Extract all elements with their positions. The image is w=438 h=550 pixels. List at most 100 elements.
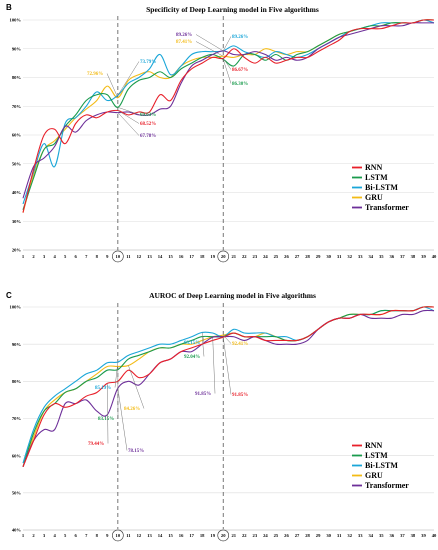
x-tick-label: 5 xyxy=(64,254,67,259)
annotation-label: 87.41% xyxy=(176,40,192,45)
series-line-rnn xyxy=(22,19,435,213)
y-tick-label: 30% xyxy=(12,219,22,224)
x-tick-label: 16 xyxy=(179,254,184,259)
legend-label: RNN xyxy=(365,163,383,172)
x-tick-label: 22 xyxy=(242,533,247,538)
x-tick-label: 25 xyxy=(274,533,279,538)
x-tick-label: 29 xyxy=(316,254,321,259)
x-tick-label: 36 xyxy=(390,533,395,538)
y-tick-label: 50% xyxy=(12,161,22,166)
x-tick-label: 31 xyxy=(337,533,342,538)
x-tick-highlight-circle xyxy=(217,529,230,542)
x-tick-label: 39 xyxy=(421,254,426,259)
legend-label: Bi-LSTM xyxy=(365,461,398,470)
y-tick-label: 90% xyxy=(12,342,22,347)
x-tick-label: 31 xyxy=(337,254,342,259)
x-tick-label: 24 xyxy=(263,533,268,538)
x-tick-label: 40 xyxy=(432,533,437,538)
x-tick-label: 13 xyxy=(147,533,152,538)
annotation-label: 93.15% xyxy=(184,341,200,346)
x-tick-label: 21 xyxy=(231,254,236,259)
annotation-label: 89.26% xyxy=(176,33,192,38)
chart-title: Specificity of Deep Learning model in Fi… xyxy=(146,5,319,14)
y-tick-label: 70% xyxy=(12,416,22,421)
annotation-leader xyxy=(117,112,140,136)
x-tick-label: 37 xyxy=(400,254,405,259)
x-tick-label: 13 xyxy=(147,254,152,259)
x-tick-label: 21 xyxy=(231,533,236,538)
x-tick-label: 33 xyxy=(358,254,363,259)
x-tick-label: 5 xyxy=(64,533,67,538)
x-tick-label: 30 xyxy=(326,254,331,259)
x-tick-label: 22 xyxy=(242,254,247,259)
x-tick-label: 40 xyxy=(432,254,437,259)
x-tick-label: 11 xyxy=(126,533,131,538)
x-tick-label: 10 xyxy=(116,254,121,259)
y-tick-label: 100% xyxy=(10,305,22,310)
annotation-leader xyxy=(201,332,205,343)
annotation-label: 72.96% xyxy=(87,72,103,77)
x-tick-label: 14 xyxy=(158,533,163,538)
x-tick-label: 34 xyxy=(368,533,373,538)
annotation-label: 91.85% xyxy=(195,392,211,397)
x-tick-label: 37 xyxy=(400,533,405,538)
panel-letter: C xyxy=(6,291,12,300)
x-tick-label: 15 xyxy=(168,533,173,538)
x-tick-label: 1 xyxy=(22,533,25,538)
x-tick-label: 20 xyxy=(221,254,226,259)
annotation-leader xyxy=(106,73,119,98)
annotation-leader xyxy=(128,365,145,409)
x-tick-label: 18 xyxy=(200,533,205,538)
chart-title: AUROC of Deep Learning model in Five alg… xyxy=(149,291,316,300)
annotation-leader xyxy=(114,362,119,388)
annotation-leader xyxy=(107,383,109,444)
x-tick-label: 1 xyxy=(22,254,25,259)
annotation-leader xyxy=(212,337,216,394)
legend-label: RNN xyxy=(365,441,383,450)
x-tick-label: 6 xyxy=(75,533,78,538)
y-tick-label: 40% xyxy=(12,528,22,533)
annotation-leader xyxy=(117,388,128,451)
x-tick-label: 25 xyxy=(274,254,279,259)
y-tick-label: 20% xyxy=(12,248,22,253)
x-tick-label: 8 xyxy=(96,533,99,538)
x-tick-highlight-circle xyxy=(112,529,124,542)
series-line-transformer xyxy=(22,309,435,468)
x-tick-label: 15 xyxy=(168,254,173,259)
annotation-label: 92.04% xyxy=(184,355,200,360)
x-tick-label: 8 xyxy=(96,254,99,259)
x-tick-label: 35 xyxy=(379,254,384,259)
annotation-leader xyxy=(223,335,232,344)
y-tick-label: 60% xyxy=(12,453,22,458)
x-tick-label: 34 xyxy=(368,254,373,259)
annotation-leader xyxy=(223,36,232,51)
y-tick-label: 40% xyxy=(12,190,22,195)
series-line-bi-lstm xyxy=(22,306,435,464)
x-tick-label: 39 xyxy=(421,533,426,538)
x-tick-label: 9 xyxy=(106,254,109,259)
y-tick-label: 80% xyxy=(12,379,22,384)
x-tick-label: 6 xyxy=(75,254,78,259)
x-tick-label: 20 xyxy=(221,533,226,538)
y-tick-label: 60% xyxy=(12,133,22,138)
annotation-label: 86.30% xyxy=(232,82,248,87)
legend-label: Transformer xyxy=(365,481,409,490)
x-tick-label: 11 xyxy=(126,254,131,259)
x-tick-label: 26 xyxy=(284,533,289,538)
x-tick-label: 9 xyxy=(106,533,109,538)
annotation-label: 78.15% xyxy=(128,449,144,454)
series-line-lstm xyxy=(22,19,435,210)
x-tick-label: 35 xyxy=(379,533,384,538)
x-tick-label: 23 xyxy=(253,533,258,538)
x-tick-label: 28 xyxy=(305,254,310,259)
x-tick-label: 32 xyxy=(347,254,352,259)
x-tick-label: 19 xyxy=(210,254,215,259)
legend-label: LSTM xyxy=(365,173,388,182)
legend-label: LSTM xyxy=(365,451,388,460)
x-tick-label: 12 xyxy=(137,533,142,538)
annotation-label: 86.67% xyxy=(232,68,248,73)
annotation-leader xyxy=(222,337,232,395)
x-tick-label: 17 xyxy=(189,254,194,259)
x-tick-label: 26 xyxy=(284,254,289,259)
